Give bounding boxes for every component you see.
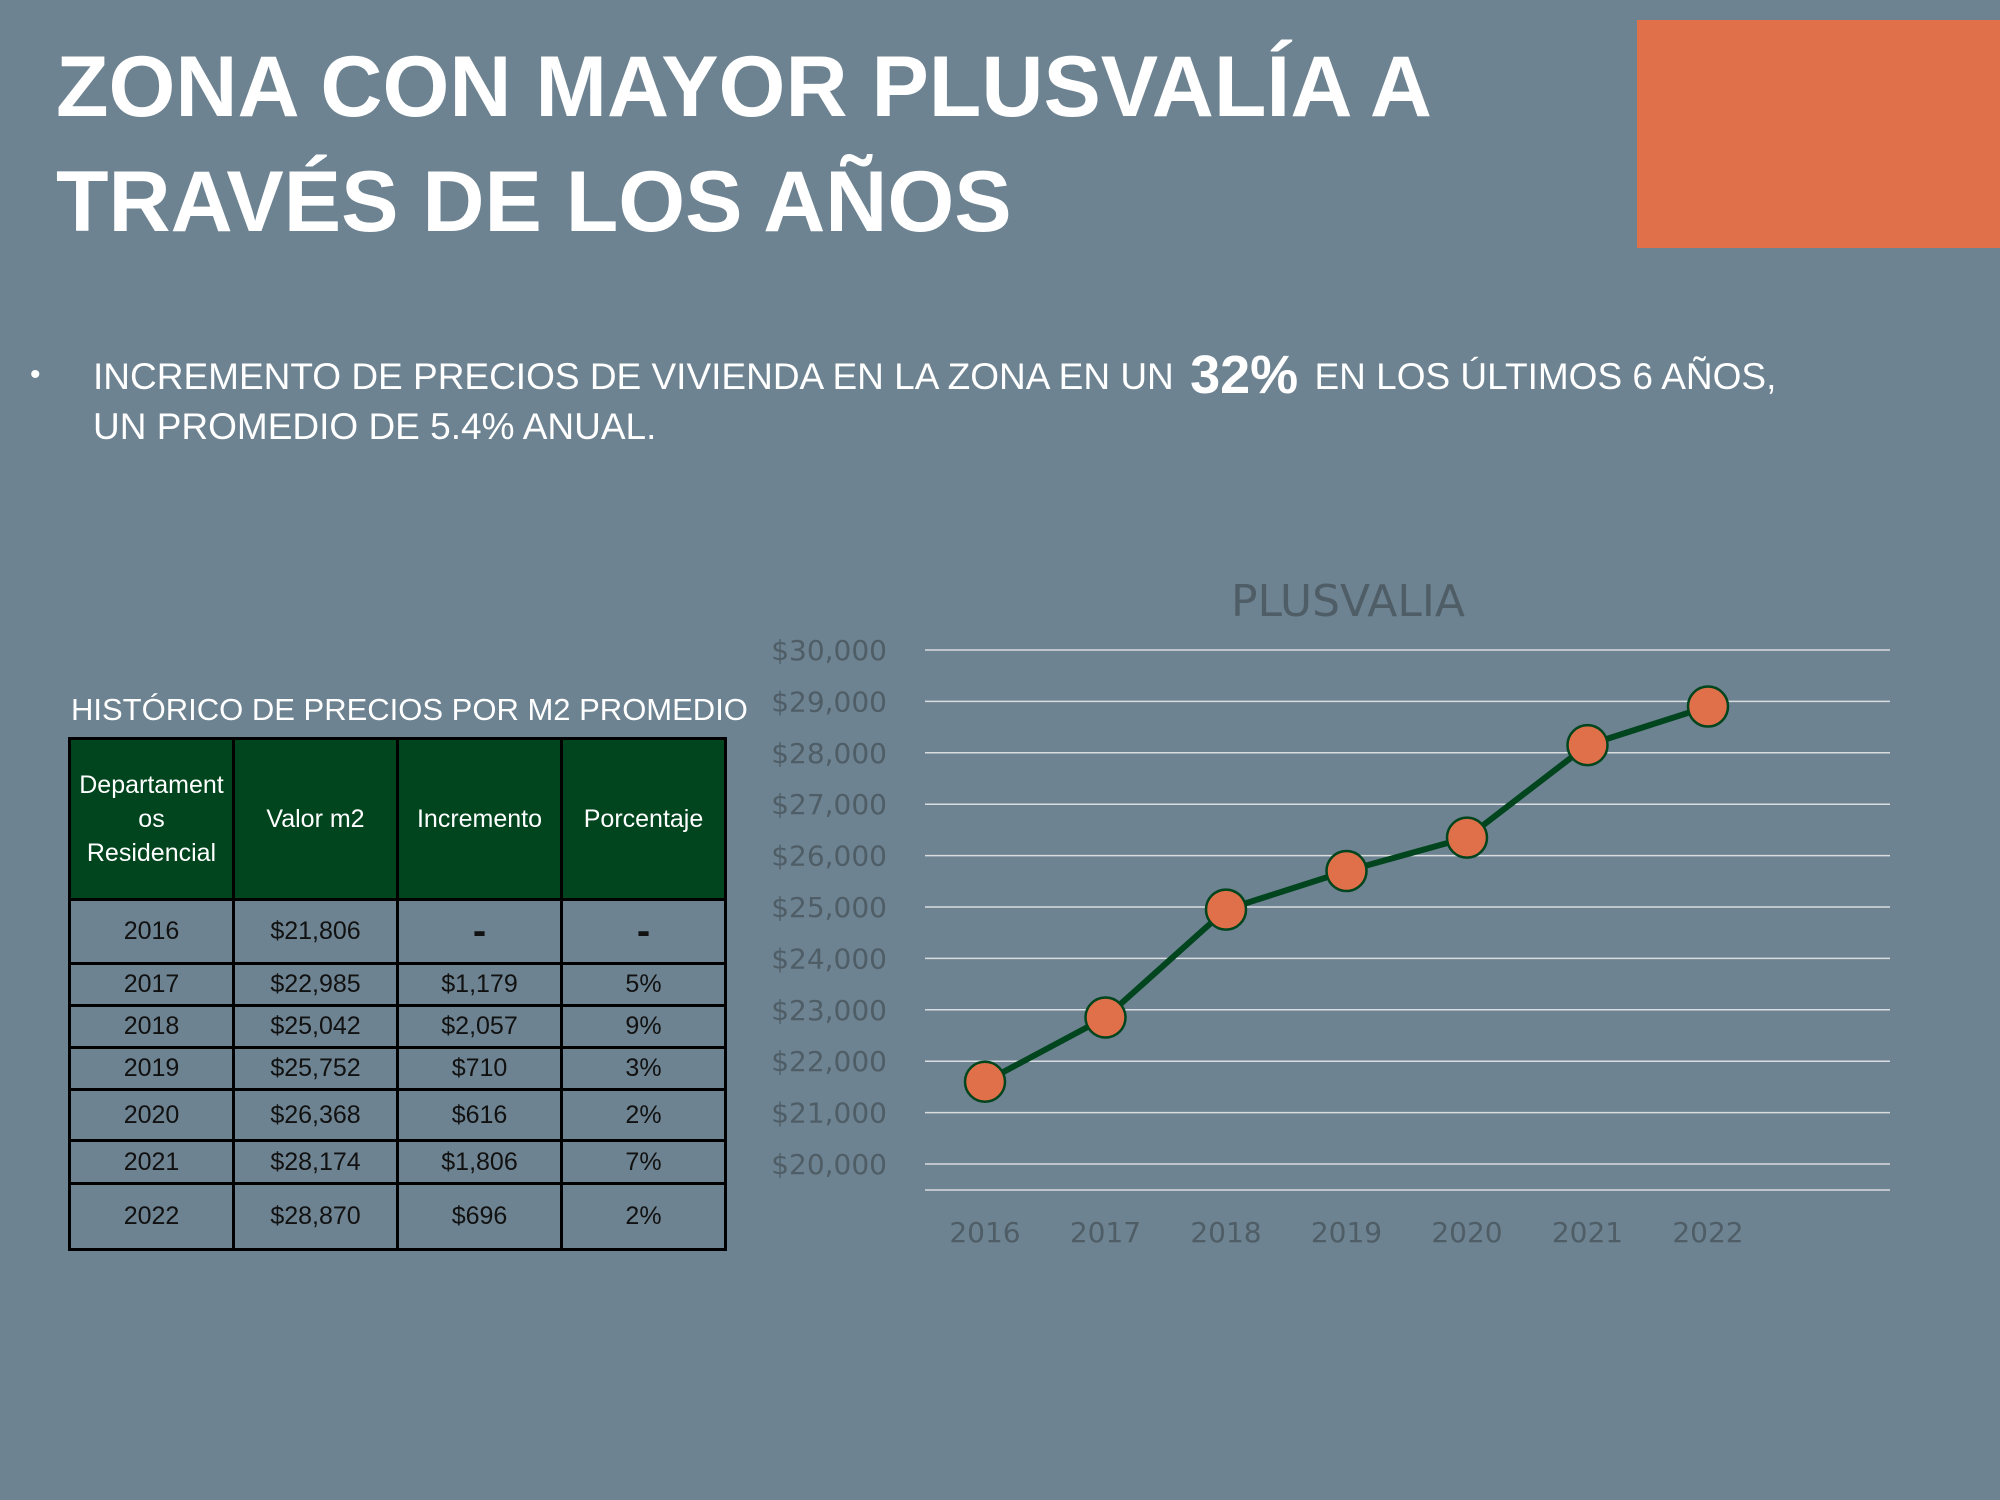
cell-incremento: $710	[396, 1046, 563, 1091]
cell-year: 2019	[68, 1046, 235, 1091]
cell-incremento: $616	[396, 1088, 563, 1142]
data-point	[1084, 996, 1127, 1039]
y-tick-label: $27,000	[771, 788, 887, 821]
accent-rectangle	[1637, 20, 2000, 248]
chart-title: PLUSVALIA	[1231, 576, 1465, 627]
cell-valor-m2: $21,806	[232, 898, 399, 965]
x-tick-label: 2019	[1311, 1216, 1382, 1249]
table-row: 2020 $26,368 $616 2%	[68, 1088, 727, 1142]
cell-porcentaje: -	[560, 898, 727, 965]
slide-title-line-2: TRAVÉS DE LOS AÑOS	[56, 154, 1012, 250]
table-row: 2017 $22,985 $1,179 5%	[68, 962, 727, 1007]
x-tick-label: 2017	[1070, 1216, 1141, 1249]
data-point	[1566, 723, 1609, 767]
bullet-marker: •	[30, 358, 41, 391]
y-tick-label: $28,000	[771, 737, 887, 770]
data-point	[1686, 685, 1730, 728]
cell-incremento: $2,057	[396, 1004, 563, 1049]
cell-porcentaje: 3%	[560, 1046, 727, 1091]
header-departamentos-line3: Residencial	[86, 839, 217, 867]
header-valor-m2: Valor m2	[232, 737, 399, 901]
table-row: 2016 $21,806- -	[68, 898, 727, 965]
header-porcentaje: Porcentaje	[560, 737, 727, 901]
header-departamentos-line1: Departament	[79, 771, 224, 799]
table-header-row: Departament os Residencial Valor m2 Incr…	[68, 737, 727, 901]
x-tick-label: 2018	[1190, 1216, 1261, 1249]
cell-porcentaje: 9%	[560, 1004, 727, 1049]
price-history-table: Departament os Residencial Valor m2 Incr…	[68, 737, 727, 1251]
table-row: 2022 $28,870 $696 2%	[68, 1182, 727, 1251]
cell-porcentaje: 5%	[560, 962, 727, 1007]
data-point	[1204, 888, 1248, 931]
cell-valor-m2: $25,752	[232, 1046, 399, 1091]
x-tick-label: 2021	[1552, 1216, 1623, 1249]
bullet-text: INCREMENTO DE PRECIOS DE VIVIENDA EN LA …	[93, 348, 1973, 452]
cell-incremento: $1,179	[396, 962, 563, 1007]
table-row: 2018 $25,042 $2,057 9%	[68, 1004, 727, 1049]
cell-year: 2017	[68, 962, 235, 1007]
header-incremento: Incremento	[396, 737, 563, 901]
cell-incremento: $696	[396, 1182, 563, 1251]
cell-year: 2018	[68, 1004, 235, 1049]
bullet-text-after: EN LOS ÚLTIMOS 6 AÑOS,	[1314, 356, 1777, 397]
data-point	[963, 1060, 1007, 1104]
x-tick-label: 2020	[1431, 1216, 1502, 1249]
y-tick-label: $23,000	[771, 994, 887, 1027]
y-tick-label: $26,000	[771, 840, 887, 873]
bullet-text-line2: UN PROMEDIO DE 5.4% ANUAL.	[93, 406, 657, 447]
cell-incremento: -	[396, 898, 563, 965]
cell-incremento: $1,806	[396, 1139, 563, 1185]
table-row: 2019 $25,752 $710 3%	[68, 1046, 727, 1091]
data-point	[1325, 849, 1368, 893]
y-tick-label: $30,000	[771, 634, 887, 667]
cell-valor-m2: $28,870	[232, 1182, 399, 1251]
y-tick-label: $25,000	[771, 891, 887, 924]
cell-valor-m2: $25,042	[232, 1004, 399, 1049]
header-departamentos: Departament os Residencial	[68, 737, 235, 901]
y-tick-label: $22,000	[771, 1045, 887, 1078]
bullet-highlight-value: 32%	[1190, 345, 1299, 405]
cell-valor-m2: $26,368	[232, 1088, 399, 1142]
cell-porcentaje: 2%	[560, 1088, 727, 1142]
x-tick-label: 2022	[1672, 1216, 1743, 1249]
cell-year: 2020	[68, 1088, 235, 1142]
cell-valor-m2: $22,985	[232, 962, 399, 1007]
y-tick-label: $20,000	[771, 1148, 887, 1181]
y-tick-label: $24,000	[771, 942, 887, 975]
cell-valor-m2: $28,174	[232, 1139, 399, 1185]
data-point	[1445, 816, 1489, 859]
header-departamentos-line2: os	[138, 805, 165, 833]
y-tick-label: $29,000	[771, 685, 887, 718]
y-tick-label: $21,000	[771, 1097, 887, 1130]
cell-porcentaje: 2%	[560, 1182, 727, 1251]
cell-year: 2021	[68, 1139, 235, 1185]
cell-year: 2022	[68, 1182, 235, 1251]
table-caption: HISTÓRICO DE PRECIOS POR M2 PROMEDIO	[71, 692, 748, 727]
bullet-text-before: INCREMENTO DE PRECIOS DE VIVIENDA EN LA …	[93, 356, 1174, 397]
slide-title: ZONA CON MAYOR PLUSVALÍA A TRAVÉS DE LOS…	[56, 30, 1596, 260]
slide-title-line-1: ZONA CON MAYOR PLUSVALÍA A	[56, 39, 1433, 135]
x-tick-label: 2016	[949, 1216, 1020, 1249]
plusvalia-chart: PLUSVALIA $30,000 $29,000 $28,000 $27,000 $26…	[760, 550, 1960, 1280]
table-row: 2021 $28,174 $1,806 7%	[68, 1139, 727, 1185]
plusvalia-chart-svg: PLUSVALIA $30,000 $29,000 $28,000 $27,000 $26…	[771, 576, 1890, 1249]
cell-porcentaje: 7%	[560, 1139, 727, 1185]
cell-year: 2016	[68, 898, 235, 965]
